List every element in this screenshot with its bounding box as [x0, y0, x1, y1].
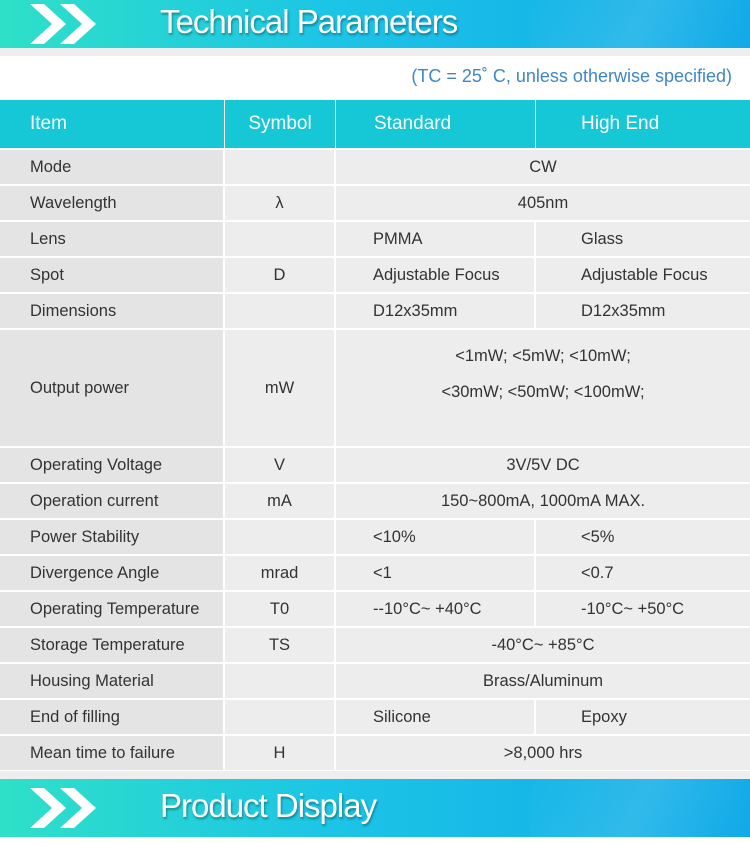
- double-chevron-right-icon: [30, 788, 96, 828]
- row-value: >8,000 hrs: [336, 736, 750, 770]
- table-row: Housing Material Brass/Aluminum: [0, 664, 750, 698]
- row-symbol: D: [225, 258, 336, 292]
- row-standard: --10°C~ +40°C: [336, 592, 536, 626]
- row-standard: Silicone: [336, 700, 536, 734]
- header-banner: Technical Parameters: [0, 0, 750, 48]
- row-symbol: TS: [225, 628, 336, 662]
- table-row: Operating Voltage V 3V/5V DC: [0, 448, 750, 482]
- row-item: Operation current: [0, 484, 225, 518]
- row-item: Output power: [0, 330, 225, 446]
- row-symbol: mA: [225, 484, 336, 518]
- row-symbol: [225, 520, 336, 554]
- row-symbol: [225, 150, 336, 184]
- row-item: Wavelength: [0, 186, 225, 220]
- row-standard: D12x35mm: [336, 294, 536, 328]
- divider: [0, 771, 750, 779]
- row-symbol: [225, 294, 336, 328]
- output-power-line-2: <30mW; <50mW; <100mW;: [441, 383, 645, 401]
- table-header-row: Item Symbol Standard High End: [0, 100, 750, 148]
- row-standard: <1: [336, 556, 536, 590]
- row-high-end: D12x35mm: [536, 294, 750, 328]
- row-high-end: Adjustable Focus: [536, 258, 750, 292]
- table-row: Storage Temperature TS -40°C~ +85°C: [0, 628, 750, 662]
- table-row: Dimensions D12x35mm D12x35mm: [0, 294, 750, 328]
- row-symbol: mrad: [225, 556, 336, 590]
- row-item: Housing Material: [0, 664, 225, 698]
- table-row: Output power mW <1mW; <5mW; <10mW; <30mW…: [0, 330, 750, 446]
- header-standard: Standard: [336, 100, 536, 148]
- row-value: 3V/5V DC: [336, 448, 750, 482]
- row-value: -40°C~ +85°C: [336, 628, 750, 662]
- row-value: 150~800mA, 1000mA MAX.: [336, 484, 750, 518]
- row-high-end: Glass: [536, 222, 750, 256]
- row-item: Mode: [0, 150, 225, 184]
- row-value: CW: [336, 150, 750, 184]
- header-item: Item: [0, 100, 225, 148]
- table-row: Power Stability <10% <5%: [0, 520, 750, 554]
- row-value: 405nm: [336, 186, 750, 220]
- row-item: Power Stability: [0, 520, 225, 554]
- row-item: Spot: [0, 258, 225, 292]
- row-standard: <10%: [336, 520, 536, 554]
- banner-highlight: [530, 779, 750, 837]
- row-symbol: T0: [225, 592, 336, 626]
- row-symbol: [225, 700, 336, 734]
- table-row: Divergence Angle mrad <1 <0.7: [0, 556, 750, 590]
- row-high-end: -10°C~ +50°C: [536, 592, 750, 626]
- section-title: Product Display: [160, 787, 377, 824]
- row-high-end: Epoxy: [536, 700, 750, 734]
- header-symbol: Symbol: [225, 100, 336, 148]
- row-item: Operating Temperature: [0, 592, 225, 626]
- row-standard: PMMA: [336, 222, 536, 256]
- row-item: Lens: [0, 222, 225, 256]
- table-row: End of filling Silicone Epoxy: [0, 700, 750, 734]
- double-chevron-right-icon: [30, 4, 96, 44]
- section-title: Technical Parameters: [160, 3, 458, 40]
- table-row: Mode CW: [0, 150, 750, 184]
- conditions-note: (TC = 25˚ C, unless otherwise specified): [411, 66, 732, 86]
- row-item: Dimensions: [0, 294, 225, 328]
- row-symbol: H: [225, 736, 336, 770]
- parameters-table: Item Symbol Standard High End Mode CW Wa…: [0, 98, 750, 772]
- table-row: Operating Temperature T0 --10°C~ +40°C -…: [0, 592, 750, 626]
- footer-banner: Product Display: [0, 779, 750, 837]
- row-value: <1mW; <5mW; <10mW; <30mW; <50mW; <100mW;: [336, 330, 750, 446]
- table-row: Spot D Adjustable Focus Adjustable Focus: [0, 258, 750, 292]
- row-symbol: [225, 664, 336, 698]
- row-symbol: λ: [225, 186, 336, 220]
- row-symbol: mW: [225, 330, 336, 446]
- row-item: Mean time to failure: [0, 736, 225, 770]
- row-item: End of filling: [0, 700, 225, 734]
- divider: [0, 48, 750, 56]
- row-item: Divergence Angle: [0, 556, 225, 590]
- header-high-end: High End: [536, 100, 750, 148]
- row-item: Operating Voltage: [0, 448, 225, 482]
- row-standard: Adjustable Focus: [336, 258, 536, 292]
- row-high-end: <0.7: [536, 556, 750, 590]
- row-high-end: <5%: [536, 520, 750, 554]
- table-row: Wavelength λ 405nm: [0, 186, 750, 220]
- row-symbol: V: [225, 448, 336, 482]
- table-row: Lens PMMA Glass: [0, 222, 750, 256]
- output-power-line-1: <1mW; <5mW; <10mW;: [455, 347, 631, 365]
- banner-highlight: [530, 0, 750, 48]
- row-item: Storage Temperature: [0, 628, 225, 662]
- row-value: Brass/Aluminum: [336, 664, 750, 698]
- row-symbol: [225, 222, 336, 256]
- table-row: Mean time to failure H >8,000 hrs: [0, 736, 750, 770]
- table-row: Operation current mA 150~800mA, 1000mA M…: [0, 484, 750, 518]
